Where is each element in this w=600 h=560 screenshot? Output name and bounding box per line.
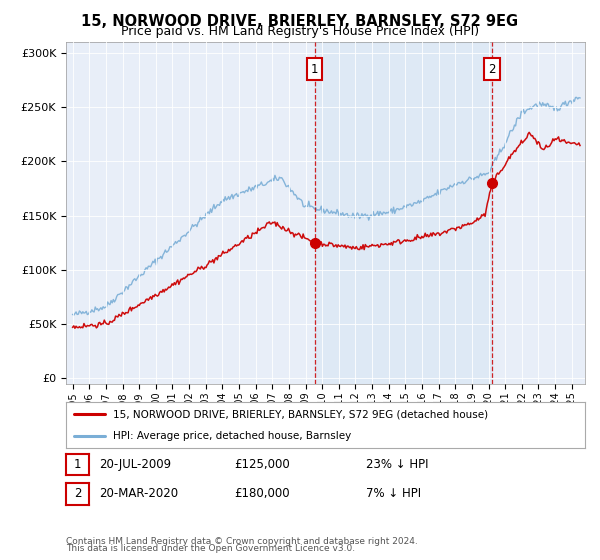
Text: 23% ↓ HPI: 23% ↓ HPI [366, 458, 428, 472]
Text: 7% ↓ HPI: 7% ↓ HPI [366, 487, 421, 501]
Bar [314, 42, 492, 384]
Text: Price paid vs. HM Land Registry's House Price Index (HPI): Price paid vs. HM Land Registry's House … [121, 25, 479, 38]
Text: 15, NORWOOD DRIVE, BRIERLEY, BARNSLEY, S72 9EG (detached house): 15, NORWOOD DRIVE, BRIERLEY, BARNSLEY, S… [113, 409, 488, 419]
Text: 20-JUL-2009: 20-JUL-2009 [99, 458, 171, 472]
Text: 1: 1 [311, 63, 318, 76]
Text: 2: 2 [74, 487, 81, 501]
Text: 1: 1 [74, 458, 81, 472]
Text: Contains HM Land Registry data © Crown copyright and database right 2024.: Contains HM Land Registry data © Crown c… [66, 537, 418, 546]
Text: £180,000: £180,000 [234, 487, 290, 501]
Text: £125,000: £125,000 [234, 458, 290, 472]
Text: 2: 2 [488, 63, 496, 76]
Text: HPI: Average price, detached house, Barnsley: HPI: Average price, detached house, Barn… [113, 431, 351, 441]
Text: 15, NORWOOD DRIVE, BRIERLEY, BARNSLEY, S72 9EG: 15, NORWOOD DRIVE, BRIERLEY, BARNSLEY, S… [82, 14, 518, 29]
Text: 20-MAR-2020: 20-MAR-2020 [99, 487, 178, 501]
Text: This data is licensed under the Open Government Licence v3.0.: This data is licensed under the Open Gov… [66, 544, 355, 553]
